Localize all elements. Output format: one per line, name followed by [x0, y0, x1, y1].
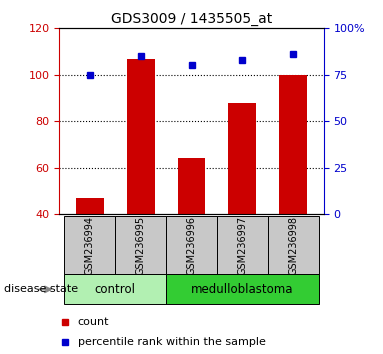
Text: GSM236995: GSM236995: [136, 216, 146, 275]
Text: percentile rank within the sample: percentile rank within the sample: [78, 337, 266, 347]
Text: GSM236998: GSM236998: [288, 216, 298, 275]
Bar: [64, 274, 166, 304]
Bar: [115, 216, 166, 274]
Title: GDS3009 / 1435505_at: GDS3009 / 1435505_at: [111, 12, 272, 26]
Text: count: count: [78, 318, 110, 327]
Bar: [178, 158, 205, 214]
Text: medulloblastoma: medulloblastoma: [191, 283, 294, 296]
Bar: [166, 274, 319, 304]
Text: GSM236996: GSM236996: [187, 216, 196, 275]
Bar: [76, 198, 104, 214]
Text: control: control: [95, 283, 136, 296]
Text: GSM236997: GSM236997: [237, 216, 247, 275]
Bar: [64, 216, 115, 274]
Text: disease state: disease state: [4, 284, 78, 295]
Bar: [217, 216, 268, 274]
Bar: [127, 58, 155, 214]
Text: GSM236994: GSM236994: [85, 216, 95, 275]
Bar: [228, 103, 256, 214]
Bar: [268, 216, 319, 274]
Bar: [279, 75, 307, 214]
Bar: [166, 216, 217, 274]
